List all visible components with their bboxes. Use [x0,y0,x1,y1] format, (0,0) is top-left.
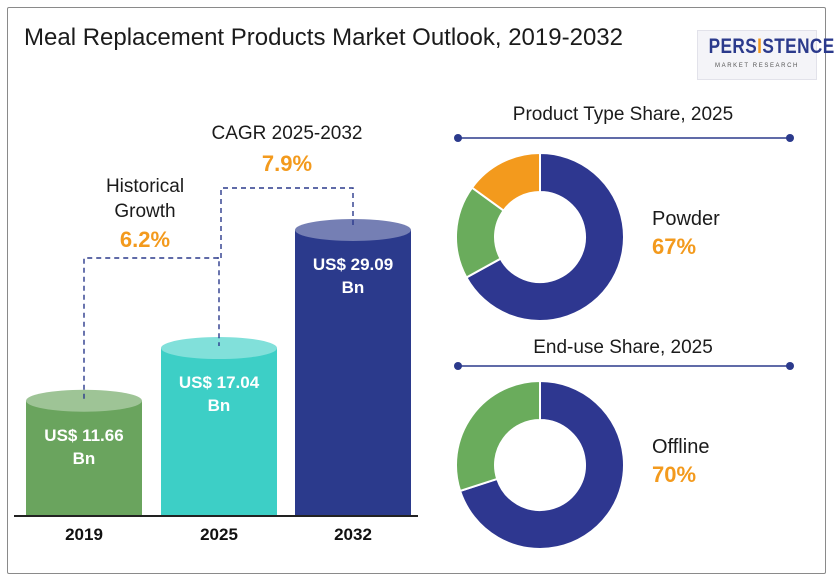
persistence-logo: PERSISTENCE MARKET RESEARCH [697,30,835,80]
bar-top-2019 [26,389,142,412]
bar-value-label-2019: US$ 11.66 [44,426,123,445]
product-type-legend-value: 67% [652,234,696,259]
bar-value-unit-2019: Bn [73,449,96,468]
end-use-legend-label: Offline [652,436,709,458]
end-use-title: End-use Share, 2025 [533,337,713,358]
bar-value-label-2032: US$ 29.09 [313,255,393,274]
bar-value-unit-2025: Bn [208,396,231,415]
x-tick-label-2019: 2019 [65,525,103,544]
logo-wordmark: PERSISTENCE [708,35,835,58]
bar-value-unit-2032: Bn [342,278,365,297]
infographic-frame [7,7,826,574]
historical-growth-connector [83,257,220,399]
historical-growth-label-line2: Growth [114,201,175,222]
product-type-divider-dot-right [786,134,794,142]
bar-top-2032 [295,219,411,241]
x-tick-label-2032: 2032 [334,525,372,544]
cagr-label: CAGR 2025-2032 [211,123,362,144]
product-type-slice-powder [465,151,625,322]
cagr-value: 7.9% [262,151,312,176]
product-type-legend-label: Powder [652,208,720,230]
historical-growth-label-line1: Historical [106,176,184,197]
product-type-title: Product Type Share, 2025 [513,104,733,125]
bar-top-2025 [161,337,277,360]
historical-growth-value: 6.2% [120,227,170,252]
end-use-slice-offline [458,379,625,550]
chart-title: Meal Replacement Products Market Outlook… [24,24,623,51]
bar-2019 [26,400,142,515]
x-tick-label-2025: 2025 [200,525,238,544]
bar-2025 [161,348,277,515]
product-type-divider-dot-left [454,134,462,142]
bar-value-label-2025: US$ 17.04 [179,373,260,392]
end-use-divider-dot-left [454,362,462,370]
end-use-divider-dot-right [786,362,794,370]
cagr-connector [220,187,354,258]
end-use-legend-value: 70% [652,462,696,487]
logo-subtitle: MARKET RESEARCH [715,63,799,69]
bar-2032 [295,230,411,515]
product-type-slice-other-2 [470,151,541,212]
end-use-slice-other-1 [455,379,541,493]
